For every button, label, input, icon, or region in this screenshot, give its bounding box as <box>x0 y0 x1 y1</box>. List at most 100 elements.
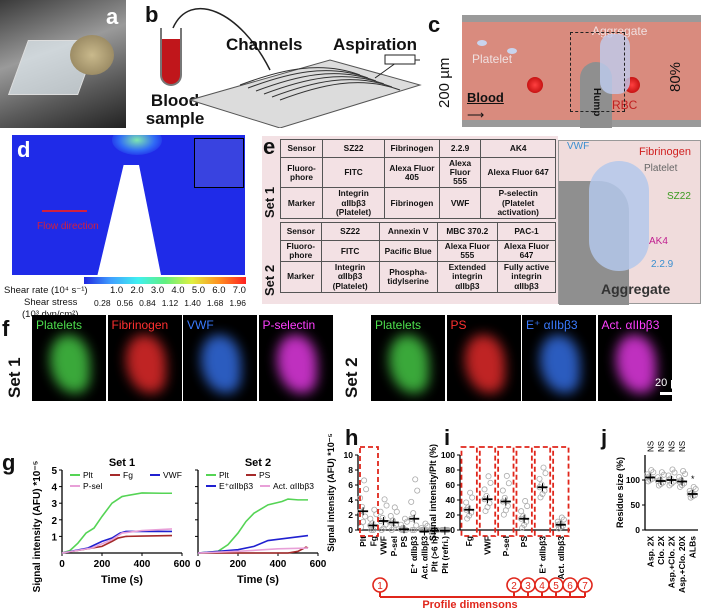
set2-table: Sensor SZ22 Annexin V MBC 370.2 PAC-1 Fluoro-… <box>280 222 556 293</box>
y-tick-label: 50 <box>631 500 641 510</box>
x-tick-label: Act. αIIbβ3 <box>556 536 566 580</box>
table-cell: FITC <box>322 156 386 189</box>
profile-label: Profile dimensons <box>422 599 517 610</box>
channels-diagram <box>172 8 422 128</box>
table-row: Fluoro-phore FITC Alexa Fluor 405 Alexa Flu… <box>279 156 556 189</box>
data-point <box>391 504 398 511</box>
data-point <box>409 527 416 534</box>
panel-label-g: g <box>2 450 16 475</box>
panel-label-h: h <box>345 425 359 450</box>
aspiration-label: Aspiration <box>333 35 418 54</box>
chart-title: Set 1 <box>109 457 135 469</box>
ak4-label: AK4 <box>649 236 668 247</box>
data-point <box>555 525 562 532</box>
profile-number: 3 <box>525 581 531 592</box>
platelet-icon <box>477 40 487 46</box>
fluorescence-signal <box>201 335 241 393</box>
data-point <box>363 486 370 493</box>
y-tick-label: 1 <box>51 532 57 543</box>
fluorescence-signal <box>540 335 580 393</box>
229-label: 2.2.9 <box>651 259 674 270</box>
data-point <box>682 470 689 477</box>
data-point <box>469 494 476 501</box>
shear-stress-tick: 1.96 <box>229 298 246 308</box>
fluorescence-signal <box>50 335 90 393</box>
data-point <box>380 525 387 532</box>
data-point <box>485 473 492 480</box>
data-point <box>464 515 471 522</box>
data-point <box>650 469 657 476</box>
data-point <box>358 524 365 531</box>
x-tick-label: 400 <box>270 559 287 570</box>
table-row: Sensor SZ22 Annexin V MBC 370.2 PAC-1 <box>280 222 556 241</box>
data-point <box>383 502 390 509</box>
y-tick-label: 3 <box>51 499 57 510</box>
aggregate-title: Aggregate <box>601 281 671 297</box>
x-tick-label: PS <box>399 536 409 548</box>
profile-number: 4 <box>539 581 545 592</box>
data-point <box>382 521 389 528</box>
micrograph-set2: Act. αIIbβ3 <box>597 315 672 401</box>
data-point <box>658 469 665 476</box>
shear-stress-unit: (10³ dyn/cm²) <box>22 309 78 320</box>
x-tick-label: Asp.+Clo. 2X <box>667 536 677 589</box>
profile-number: 2 <box>511 581 517 592</box>
y-tick-label: 40 <box>446 495 456 505</box>
significance-label: NS <box>678 441 687 452</box>
data-point <box>692 485 699 492</box>
data-point <box>414 487 421 494</box>
data-point <box>505 480 512 487</box>
scale-bar <box>660 392 688 395</box>
shear-rate-ticks: 1.0 2.0 3.0 4.0 5.0 6.0 7.0 <box>110 285 246 296</box>
micrograph-set2: Platelets <box>371 315 445 401</box>
shear-rate-tick: 1.0 <box>110 285 124 296</box>
shear-stress-tick: 0.28 <box>94 298 111 308</box>
data-point <box>362 513 369 520</box>
shear-stress-label: Shear stress <box>24 297 78 308</box>
y-tick-label: 4 <box>51 483 57 494</box>
shear-stress-tick: 1.40 <box>184 298 201 308</box>
high-shear-region <box>112 135 162 155</box>
series-line-Plt <box>61 492 172 554</box>
table-cell: Fully active integrin αIIbβ3 <box>497 261 556 293</box>
profile-box <box>460 446 478 537</box>
x-tick-label: 200 <box>230 559 247 570</box>
data-point <box>412 476 419 483</box>
data-point <box>388 527 395 534</box>
data-point <box>378 527 385 534</box>
data-point <box>501 494 508 501</box>
data-point <box>381 496 388 503</box>
data-point <box>671 469 678 476</box>
data-point <box>519 524 526 531</box>
y-axis-label: Residue size (%) <box>615 457 625 528</box>
data-point <box>500 511 507 518</box>
data-point <box>481 486 488 493</box>
data-point <box>403 518 410 525</box>
legend-label: Act. αIIbβ3 <box>273 481 314 491</box>
shear-stress-tick: 1.12 <box>161 298 179 308</box>
y-axis-label: Signal intensity (AFU) *10⁻⁵ <box>32 460 43 592</box>
rbc-icon <box>527 77 543 93</box>
data-point <box>560 516 567 523</box>
legend-label: P-sel <box>83 481 102 491</box>
shear-stress-tick: 1.68 <box>206 298 224 308</box>
profile-box <box>533 446 552 537</box>
shear-stress-ticks: 0.28 0.56 0.84 1.12 1.40 1.68 1.96 <box>94 298 246 308</box>
significance-label: * <box>691 474 695 484</box>
x-tick-label: P-sel <box>389 536 399 556</box>
panel-label-d: d <box>17 137 31 162</box>
colorbar <box>84 277 246 284</box>
data-point <box>387 513 394 520</box>
y-tick-label: 2 <box>51 516 57 527</box>
shear-rate-label: Shear rate (10⁴ s⁻¹) <box>4 285 88 296</box>
row-header: Marker <box>279 187 324 219</box>
y-tick-label: 0 <box>348 525 353 535</box>
data-point <box>411 527 418 534</box>
y-tick-label: 4 <box>348 495 353 505</box>
data-point <box>690 483 697 490</box>
profile-number: 5 <box>553 581 559 592</box>
series-line-Plt <box>197 498 308 554</box>
profile-box <box>497 446 515 537</box>
data-point <box>524 503 531 510</box>
